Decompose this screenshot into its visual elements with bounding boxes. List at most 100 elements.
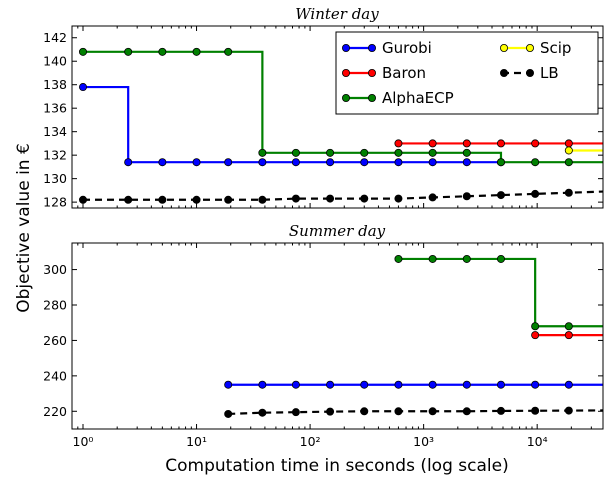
- legend-scip-marker: [499, 44, 508, 53]
- winter-day-gurobi-point: [326, 158, 335, 167]
- summer-day-lb-point: [462, 407, 471, 416]
- winter-day-lb-point: [428, 193, 437, 202]
- winter-day-lb-point: [360, 194, 369, 203]
- summer-day-gurobi-point: [291, 380, 300, 389]
- winter-day-alphaecp-point: [462, 148, 471, 157]
- winter-day-alphaecp-point: [192, 47, 201, 56]
- winter-day-alphaecp-point: [394, 148, 403, 157]
- winter-day-panel: Winter day 128 130 132 134 136 138 140 142 Guro…: [43, 5, 604, 210]
- y-axis-label: Objective value in €: [14, 143, 34, 313]
- x-tick-label: 10³: [413, 434, 434, 449]
- winter-day-lb-point: [224, 195, 233, 204]
- winter-day-baron-point: [462, 139, 471, 148]
- summer-day-gurobi-point: [326, 380, 335, 389]
- legend-scip-label: Scip: [540, 39, 571, 57]
- legend-lb-label: LB: [540, 64, 559, 82]
- summer-day-lb-point: [326, 407, 335, 416]
- winter-day-alphaecp-point: [428, 148, 437, 157]
- summer-day-alphaecp-point: [564, 322, 573, 331]
- summer-day-gurobi-point: [496, 380, 505, 389]
- summer-day-panel: Summer day 220 240 260 280 300 10⁰ 10¹ 10² 10³ 10…: [43, 222, 604, 449]
- summer-day-gurobi-point: [462, 380, 471, 389]
- summer-day-gurobi-point: [531, 380, 540, 389]
- summer-day-lb-point: [496, 406, 505, 415]
- winter-day-alphaecp-line: [83, 50, 603, 164]
- y-tick-label: 240: [43, 368, 67, 383]
- winter-day-alphaecp-point: [224, 47, 233, 56]
- legend-gurobi-marker: [367, 44, 376, 53]
- summer-day-lb-point: [224, 409, 233, 418]
- summer-day-lb-point: [394, 407, 403, 416]
- winter-day-alphaecp-point: [79, 47, 88, 56]
- summer-day-lb-point: [564, 406, 573, 415]
- winter-day-gurobi-point: [79, 83, 88, 92]
- legend-alphaecp-marker: [341, 94, 350, 103]
- summer-day-title: Summer day: [289, 222, 386, 240]
- summer-day-baron-point: [531, 331, 540, 340]
- winter-day-gurobi-point: [291, 158, 300, 167]
- winter-day-axes-frame: [71, 25, 604, 209]
- winter-day-gurobi-point: [124, 158, 133, 167]
- summer-day-gurobi-point: [564, 380, 573, 389]
- winter-day-lb-point: [192, 195, 201, 204]
- y-tick-label: 136: [43, 101, 67, 116]
- winter-day-lb-point: [258, 195, 267, 204]
- y-tick-label: 142: [43, 30, 67, 45]
- winter-day-lb-point: [394, 194, 403, 203]
- winter-day-gurobi-point: [462, 158, 471, 167]
- winter-day-lb-point: [564, 188, 573, 197]
- summer-day-axes-frame: [71, 242, 604, 430]
- winter-day-alphaecp-point: [258, 148, 267, 157]
- winter-day-gurobi-point: [192, 158, 201, 167]
- y-tick-label: 280: [43, 298, 67, 313]
- x-tick-label: 10⁴: [527, 434, 548, 449]
- winter-day-baron-point: [394, 139, 403, 148]
- winter-day-baron-point: [564, 139, 573, 148]
- summer-day-baron-point: [564, 331, 573, 340]
- winter-day-gurobi-point: [158, 158, 167, 167]
- winter-day-lb-point: [531, 189, 540, 198]
- summer-day-lb-point: [291, 408, 300, 417]
- summer-day-alphaecp-point: [462, 254, 471, 263]
- legend-baron-label: Baron: [382, 64, 426, 82]
- winter-day-baron-point: [428, 139, 437, 148]
- legend-gurobi-marker: [341, 44, 350, 53]
- y-tick-label: 220: [43, 404, 67, 419]
- x-tick-label: 10²: [300, 434, 321, 449]
- legend-gurobi-label: Gurobi: [382, 39, 432, 57]
- y-tick-label: 260: [43, 333, 67, 348]
- summer-day-gurobi-point: [360, 380, 369, 389]
- legend-lb-marker: [499, 69, 508, 78]
- winter-day-baron-point: [496, 139, 505, 148]
- winter-day-lb-point: [462, 192, 471, 201]
- summer-day-alphaecp-point: [531, 322, 540, 331]
- summer-day-alphaecp-point: [496, 254, 505, 263]
- summer-day-alphaecp-point: [394, 254, 403, 263]
- summer-day-gurobi-point: [224, 380, 233, 389]
- summer-day-gurobi-point: [428, 380, 437, 389]
- y-tick-label: 300: [43, 262, 67, 277]
- summer-day-lb-point: [258, 408, 267, 417]
- summer-day-lb-line: [228, 409, 603, 416]
- winter-day-gurobi-point: [258, 158, 267, 167]
- winter-day-alphaecp-point: [291, 148, 300, 157]
- x-tick-label: 10¹: [186, 434, 207, 449]
- winter-day-gurobi-point: [428, 158, 437, 167]
- y-tick-label: 128: [43, 195, 67, 210]
- winter-day-alphaecp-point: [531, 158, 540, 167]
- winter-day-alphaecp-point: [496, 158, 505, 167]
- winter-day-lb-line: [83, 190, 603, 201]
- winter-day-alphaecp-point: [360, 148, 369, 157]
- winter-day-lb-point: [326, 194, 335, 203]
- summer-day-lb-point: [531, 406, 540, 415]
- winter-day-lb-point: [291, 194, 300, 203]
- winter-day-alphaecp-point: [124, 47, 133, 56]
- x-axis-label: Computation time in seconds (log scale): [165, 456, 508, 476]
- winter-day-gurobi-line: [83, 85, 501, 164]
- winter-day-alphaecp-point: [158, 47, 167, 56]
- legend-scip-marker: [526, 44, 535, 53]
- winter-day-lb-point: [158, 195, 167, 204]
- legend-alphaecp-marker: [367, 94, 376, 103]
- summer-day-gurobi-point: [258, 380, 267, 389]
